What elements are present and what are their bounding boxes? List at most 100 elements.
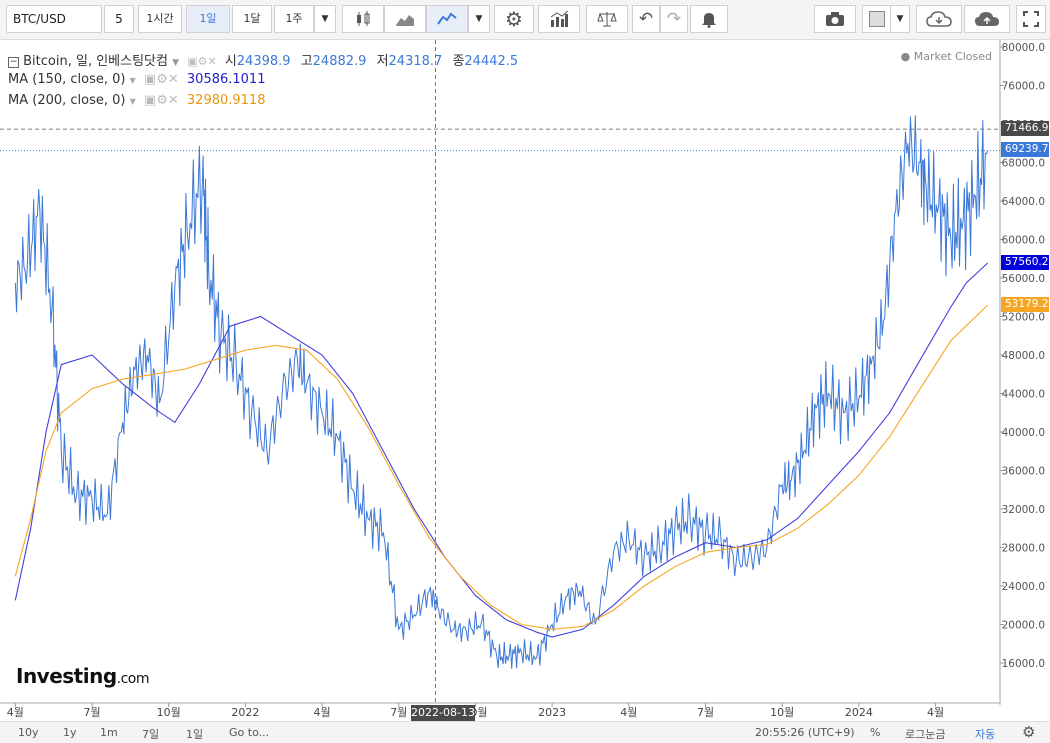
bottom-bar: 10y 1y 1m 7일 1일 Go to... 20:55:26 (UTC+9… <box>0 721 1050 743</box>
ma150-value: 30586.1011 <box>186 72 266 87</box>
ma200-buttons[interactable]: ▣⚙✕ <box>143 93 179 108</box>
range-7d[interactable]: 7일 <box>142 728 160 741</box>
bell-plus-icon <box>702 13 716 28</box>
crosshair-price-tag: 71466.9 <box>1001 121 1049 136</box>
series-title: Bitcoin, 일, 인베스팅닷컴 <box>23 54 168 69</box>
chevron-down-icon: ▼ <box>475 14 483 24</box>
legend-ma200: MA (200, close, 0) ▼ ▣⚙✕ 32980.9118 <box>8 93 265 108</box>
redo-button[interactable]: ↷ <box>660 5 688 33</box>
square-icon <box>869 11 885 27</box>
y-tick-label: 68000.0 <box>1002 158 1045 170</box>
x-tick-label: 4월 <box>620 706 637 719</box>
last-price-tag: 69239.7 <box>1001 142 1049 157</box>
ma150-series-line <box>14 262 989 638</box>
interval-dropdown[interactable]: ▼ <box>314 5 336 33</box>
y-tick-label: 56000.0 <box>1002 273 1045 285</box>
gear-icon[interactable]: ⚙ <box>1022 723 1036 741</box>
interval-input[interactable]: 5 <box>104 5 134 33</box>
y-tick-label: 28000.0 <box>1002 543 1045 555</box>
alert-button[interactable] <box>690 5 728 33</box>
toolbar: BTC/USD 5 1시간 1일 1달 1주 ▼ ▼ ⚙ ↶ ↷ ▼ <box>0 0 1050 40</box>
compare-button[interactable] <box>586 5 628 33</box>
close-label: 종 <box>452 54 465 69</box>
chart-area[interactable]: 80000.076000.072000.068000.064000.060000… <box>0 40 1050 720</box>
cloud-load-button[interactable] <box>916 5 962 33</box>
gear-icon: ⚙ <box>505 7 523 31</box>
x-tick-label: 7월 <box>390 706 407 719</box>
ma200-value: 32980.9118 <box>186 93 266 108</box>
close-value: 24442.5 <box>464 54 519 69</box>
candles-button[interactable] <box>342 5 384 33</box>
logo-text: Investing <box>16 664 117 688</box>
high-value: 24882.9 <box>312 54 367 69</box>
symbol-input[interactable]: BTC/USD <box>6 5 102 33</box>
legend-chevron-icon[interactable]: ▼ <box>172 58 180 68</box>
legend-ma150: MA (150, close, 0) ▼ ▣⚙✕ 30586.1011 <box>8 72 265 87</box>
ma200-series-line <box>14 304 989 630</box>
screenshot-button[interactable] <box>814 5 856 33</box>
high-label: 고 <box>300 54 313 69</box>
goto-button[interactable]: Go to... <box>229 726 270 739</box>
interval-1d-button[interactable]: 1일 <box>186 5 230 33</box>
investing-logo: Investing.com <box>16 664 150 688</box>
clock: 20:55:26 (UTC+9) <box>755 726 855 739</box>
legend-main: − Bitcoin, 일, 인베스팅닷컴 ▼ ▣⚙✕ 시24398.9 고248… <box>8 50 518 69</box>
ma200-label: MA (200, close, 0) <box>8 93 126 108</box>
price-chart[interactable]: 80000.076000.072000.068000.064000.060000… <box>0 40 1050 720</box>
x-tick-label: 10월 <box>157 706 181 719</box>
chevron-down-icon: ▼ <box>896 14 904 24</box>
interval-1w-button[interactable]: 1주 <box>274 5 314 33</box>
legend-buttons[interactable]: ▣⚙✕ <box>187 55 217 68</box>
low-label: 저 <box>376 54 389 69</box>
ma150-label: MA (150, close, 0) <box>8 72 126 87</box>
percent-toggle[interactable]: % <box>870 726 881 739</box>
line-chart-icon <box>437 12 457 25</box>
range-10y[interactable]: 10y <box>18 726 39 739</box>
ma150-buttons[interactable]: ▣⚙✕ <box>143 72 179 87</box>
legend-chevron-icon[interactable]: ▼ <box>129 76 136 85</box>
crosshair-date-label: 2022-08-13 <box>411 705 475 721</box>
y-tick-label: 80000.0 <box>1002 42 1045 54</box>
y-tick-label: 16000.0 <box>1002 658 1045 670</box>
x-tick-label: 7월 <box>83 706 100 719</box>
cloud-save-button[interactable] <box>964 5 1010 33</box>
y-tick-label: 52000.0 <box>1002 312 1045 324</box>
line-chart-button[interactable] <box>426 5 468 33</box>
fullscreen-button[interactable] <box>1016 5 1046 33</box>
y-tick-label: 40000.0 <box>1002 427 1045 439</box>
area-chart-button[interactable] <box>384 5 426 33</box>
chart-type-dropdown[interactable]: ▼ <box>468 5 490 33</box>
log-scale-toggle[interactable]: 로그눈금 <box>905 728 946 741</box>
y-tick-label: 60000.0 <box>1002 235 1045 247</box>
collapse-icon[interactable]: − <box>8 57 19 68</box>
undo-icon: ↶ <box>638 9 654 29</box>
interval-1mo-button[interactable]: 1달 <box>232 5 272 33</box>
x-tick-label: 2023 <box>538 706 566 719</box>
x-tick-label: 2024 <box>845 706 873 719</box>
y-tick-label: 64000.0 <box>1002 196 1045 208</box>
open-value: 24398.9 <box>236 54 291 69</box>
fullscreen-icon <box>1023 11 1039 27</box>
x-tick-label: 4월 <box>7 706 24 719</box>
indicators-button[interactable] <box>538 5 580 33</box>
market-status: ● Market Closed <box>900 50 992 63</box>
layout-dropdown[interactable]: ▼ <box>890 5 910 33</box>
settings-button[interactable]: ⚙ <box>494 5 534 33</box>
x-tick-label: 4월 <box>314 706 331 719</box>
area-chart-icon <box>396 15 414 26</box>
range-1d[interactable]: 1일 <box>186 728 204 741</box>
legend-chevron-icon[interactable]: ▼ <box>129 97 136 106</box>
redo-icon: ↷ <box>666 9 682 29</box>
range-1m[interactable]: 1m <box>100 726 118 739</box>
range-1y[interactable]: 1y <box>63 726 77 739</box>
y-tick-label: 24000.0 <box>1002 581 1045 593</box>
auto-scale-toggle[interactable]: 자동 <box>975 728 996 741</box>
layout-button[interactable] <box>862 5 892 33</box>
indicators-icon <box>550 10 569 27</box>
undo-button[interactable]: ↶ <box>632 5 660 33</box>
open-label: 시 <box>224 54 237 69</box>
interval-1h-button[interactable]: 1시간 <box>138 5 182 33</box>
scale-icon <box>597 12 617 27</box>
x-tick-label: 7월 <box>697 706 714 719</box>
x-tick-label: 2022 <box>231 706 259 719</box>
